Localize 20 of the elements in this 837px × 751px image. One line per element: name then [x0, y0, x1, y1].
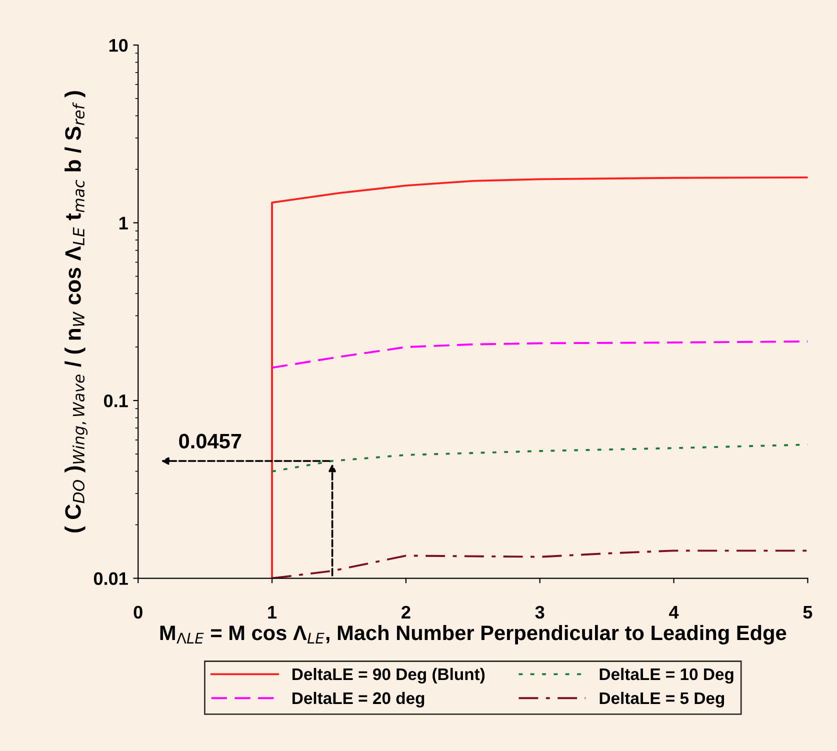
y-tick-label: 1 [119, 216, 128, 230]
y-tick-label: 0.01 [94, 572, 128, 585]
x-tick-label: 2 [402, 606, 410, 618]
x-tick-label: 4 [669, 606, 679, 618]
x-tick-label: 1 [268, 606, 277, 618]
legend-label: DeltaLE = 5 Deg [600, 692, 724, 708]
x-tick-label: 5 [803, 606, 812, 619]
annotation: 0.0457 [179, 434, 242, 449]
line-series [271, 340, 808, 369]
x-axis-title: M$_{ΛLE}$ = M cos Λ$_{LE}$, Mach Number Perpendicular to Leading Edge [160, 624, 786, 644]
legend-label: DeltaLE = 20 deg [292, 692, 424, 708]
y-tick-label: 10 [109, 38, 128, 52]
line-series [271, 550, 808, 578]
x-tick-label: 0 [134, 606, 142, 619]
legend-label: DeltaLE = 10 Deg [600, 668, 734, 684]
line-series [271, 176, 808, 578]
y-tick-label: 0.1 [104, 394, 128, 408]
x-tick-label: 3 [535, 606, 544, 619]
text: ( C$_{DO}$ )$_{Wing,Wave}$ / ( n$_{W}$ cos Λ$_{LE}$ t$_{mac}$ b / S$_{ref}$ ) [64, 91, 88, 532]
legend-label: DeltaLE = 90 Deg (Blunt) [292, 668, 485, 684]
